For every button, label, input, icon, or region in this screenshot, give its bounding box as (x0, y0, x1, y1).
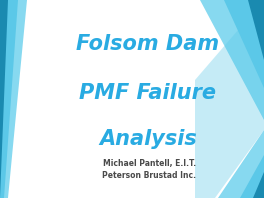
Polygon shape (0, 0, 18, 198)
Polygon shape (200, 0, 264, 120)
Text: PMF Failure: PMF Failure (79, 83, 216, 103)
Text: Analysis: Analysis (99, 129, 197, 149)
Polygon shape (218, 130, 264, 198)
Polygon shape (240, 155, 264, 198)
Text: Folsom Dam: Folsom Dam (76, 33, 219, 54)
Text: Peterson Brustad Inc.: Peterson Brustad Inc. (102, 171, 196, 180)
Polygon shape (195, 0, 264, 198)
Polygon shape (248, 0, 264, 60)
Polygon shape (253, 172, 264, 198)
Polygon shape (224, 0, 264, 88)
Text: Michael Pantell, E.I.T.: Michael Pantell, E.I.T. (103, 159, 196, 168)
Polygon shape (0, 0, 8, 198)
Polygon shape (0, 0, 27, 198)
